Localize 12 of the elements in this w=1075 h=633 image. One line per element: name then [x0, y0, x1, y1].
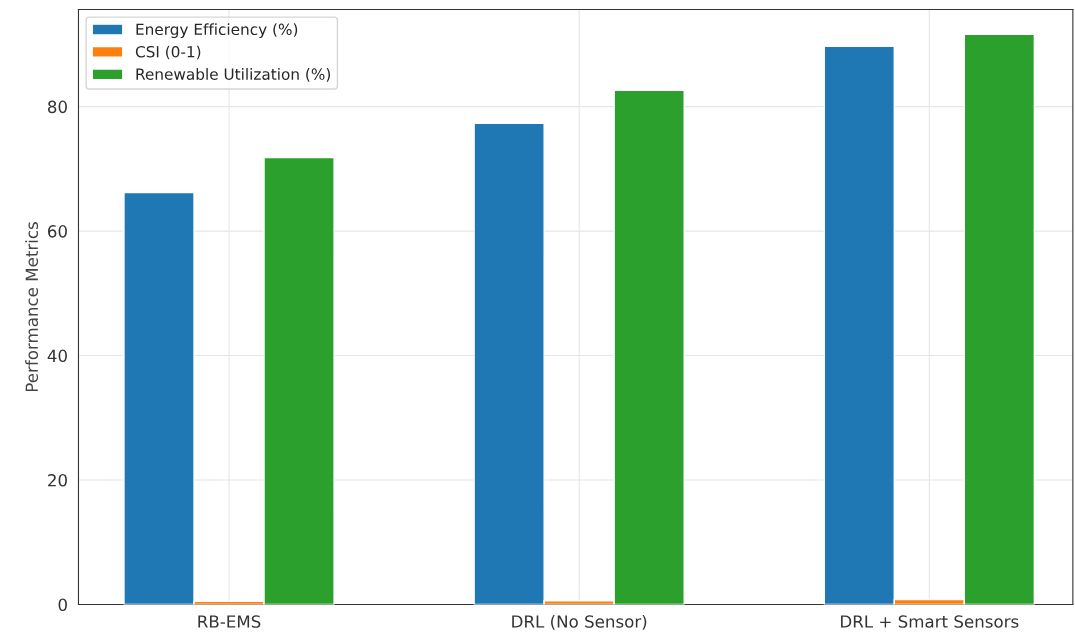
- y-tick-label: 0: [58, 598, 67, 612]
- x-tick-label: DRL + Smart Sensors: [841, 615, 1019, 628]
- y-tick-label: 40: [47, 349, 67, 363]
- y-axis-title: Performance Metrics: [25, 222, 39, 392]
- y-tick-label: 60: [48, 225, 67, 238]
- legend-label: Energy Efficiency (%): [136, 23, 298, 39]
- legend-label: CSI (0-1): [135, 45, 201, 60]
- x-tick-label: DRL (No Sensor): [512, 614, 647, 630]
- legend-label: Renewable Utilization (%): [136, 68, 330, 82]
- y-tick-label: 20: [48, 474, 67, 487]
- x-tick-label: RB-EMS: [198, 615, 261, 628]
- y-tick-label: 80: [47, 100, 67, 114]
